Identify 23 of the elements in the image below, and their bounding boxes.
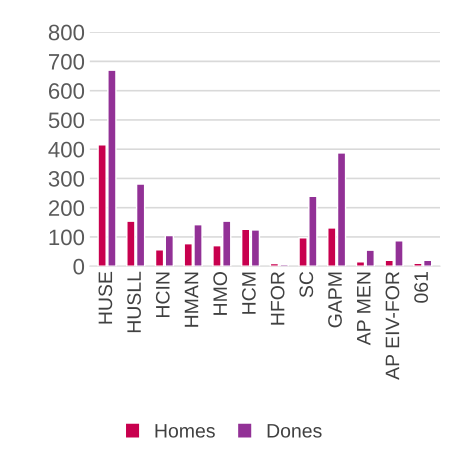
legend-label: Dones [268,424,322,438]
y-tick-label: 200 [48,200,84,216]
y-tick-label: 100 [50,229,84,246]
x-tick-label: HUSE [98,272,112,324]
x-tick-label: 061 [414,272,428,303]
x-tick-label: HMAN [184,272,198,327]
x-tick-label: AP EIV-FOR [386,272,400,380]
x-tick-label: AP MEN [357,272,370,346]
x-tick-label: HCIN [156,272,170,318]
y-tick-label: 500 [48,112,84,128]
legend-label: Homes [156,424,215,438]
y-tick-label: 700 [49,54,84,70]
y-tick-label: 300 [48,170,84,187]
y-tick-label: 600 [48,83,84,99]
y-tick-label: 0 [73,258,84,274]
x-tick-label: HCM [242,272,256,314]
x-tick-label: HMO [213,272,228,315]
y-tick-label: 800 [48,24,84,40]
x-tick-label: HFOR [270,272,284,325]
x-tick-label: HUSLL [127,272,141,332]
x-tick-label: GAPM [328,272,342,328]
x-tick-label: SC [299,272,314,298]
y-tick-label: 400 [48,142,84,158]
